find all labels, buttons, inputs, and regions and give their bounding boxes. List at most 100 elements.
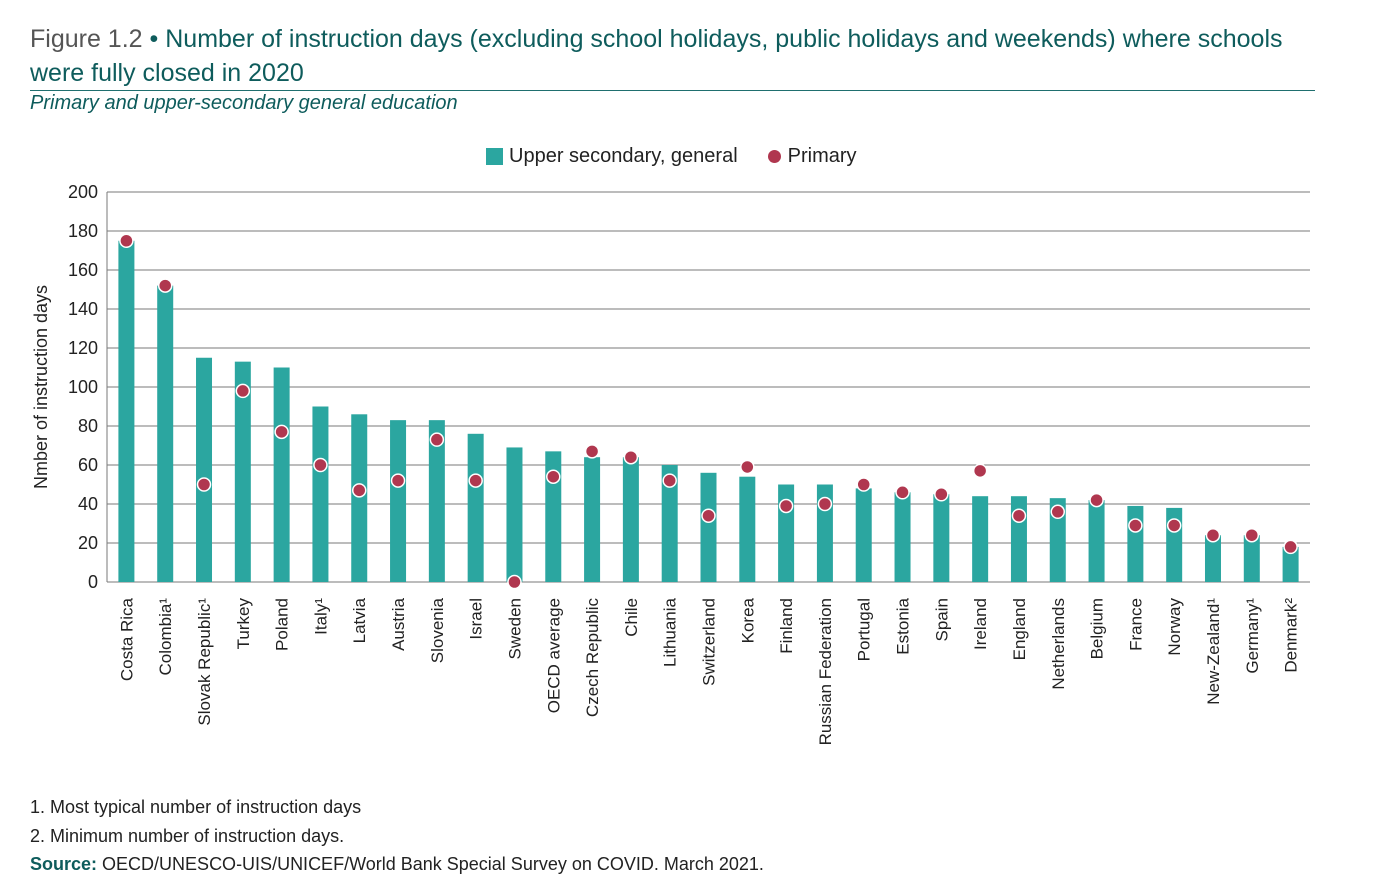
primary-dot [468,473,483,488]
primary-dot [662,473,677,488]
x-tick-label: Turkey [234,598,253,650]
bar [584,457,601,582]
x-tick-label: OECD average [544,598,563,713]
x-tick-label: Italy¹ [311,598,330,635]
legend-series2-label: Primary [787,145,857,167]
primary-dot [119,233,134,248]
source-text: OECD/UNESCO-UIS/UNICEF/World Bank Specia… [102,854,764,874]
bar [196,357,213,582]
bar [273,367,290,582]
x-tick-label: Portugal [855,598,874,661]
y-tick-label: 80 [78,416,98,436]
primary-dot [895,485,910,500]
source-label: Source: [30,854,98,874]
x-tick-label: England [1010,598,1029,660]
primary-dot [157,278,173,293]
bar [312,406,329,582]
x-tick-label: Korea [738,597,757,643]
x-tick-label: Slovak Republic¹ [195,598,214,726]
x-tick-label: Norway [1165,598,1184,656]
legend-dot-swatch [767,150,781,163]
legend: Upper secondary, general Primary [486,145,857,168]
x-tick-label: Chile [622,598,641,637]
primary-dot [235,383,251,399]
primary-dot [546,469,561,484]
primary-dot [274,424,289,440]
primary-dot [740,459,755,475]
x-tick-label: Slovenia [428,597,447,663]
bar [894,492,911,582]
title-bullet: • [149,25,159,53]
bar [351,414,368,582]
x-tick-label: Colombia¹ [156,598,175,676]
footnote-1: 1. Most typical number of instruction da… [30,797,362,817]
bar [933,494,950,582]
bar [1088,500,1105,582]
x-tick-label: Costa Rica [117,597,136,681]
bar [700,472,717,582]
bar [1243,535,1260,582]
source-line: Source: OECD/UNESCO-UIS/UNICEF/World Ban… [30,854,764,875]
x-tick-label: Denmark² [1282,598,1301,673]
bar [1127,505,1144,582]
x-tick-label: Austria [389,597,408,650]
bar [467,433,484,582]
bar [622,457,639,582]
primary-dot [623,449,639,465]
legend-series1-label: Upper secondary, general [509,145,738,167]
primary-dot [507,574,522,590]
y-tick-label: 180 [68,221,98,241]
x-tick-label: Russian Federation [816,598,835,745]
primary-dot [390,473,406,488]
bar [506,447,523,582]
x-tick-label: Israel [467,598,486,640]
y-tick-label: 0 [88,572,98,592]
x-tick-label: Ireland [971,598,990,650]
primary-dot [778,498,794,514]
primary-dot [701,508,716,523]
x-tick-label: Poland [273,598,292,651]
primary-dot [934,487,949,502]
y-tick-label: 40 [78,494,98,514]
primary-dot [313,457,328,473]
x-tick-label: Latvia [350,597,369,643]
bar [739,476,756,582]
primary-dot [1166,518,1182,533]
primary-dot [429,432,445,447]
primary-dot [1205,527,1221,543]
x-tick-label: Finland [777,598,796,654]
bar [234,361,251,582]
x-tick-label: Germany¹ [1243,598,1262,674]
primary-dot [1089,492,1104,508]
x-tick-label: Estonia [894,597,913,654]
primary-dot [972,463,988,479]
primary-dot [1244,527,1260,543]
y-tick-label: 60 [78,455,98,475]
x-tick-label: France [1126,598,1145,651]
y-tick-label: 200 [68,182,98,202]
y-tick-label: 120 [68,338,98,358]
bar [1204,535,1221,582]
x-tick-label: Sweden [505,598,524,659]
x-tick-label: Netherlands [1049,598,1068,690]
bar [661,465,678,582]
y-tick-label: 160 [68,260,98,280]
y-tick-label: 100 [68,377,98,397]
primary-dot [584,444,600,459]
y-tick-label: 140 [68,299,98,319]
primary-dot [1128,518,1143,533]
legend-bar-swatch [486,148,503,165]
x-tick-label: Belgium [1088,598,1107,659]
bar [972,496,989,582]
primary-dot [196,477,212,492]
x-tick-label: Lithuania [661,597,680,667]
bar [545,451,562,582]
title-text: Number of instruction days (excluding sc… [30,25,1283,87]
bar [1049,498,1066,582]
bar [1282,546,1299,582]
chart-title: Figure 1.2 • Number of instruction days … [30,22,1315,91]
y-tick-label: 20 [78,533,98,553]
bar [118,240,135,582]
primary-dot [856,477,871,492]
